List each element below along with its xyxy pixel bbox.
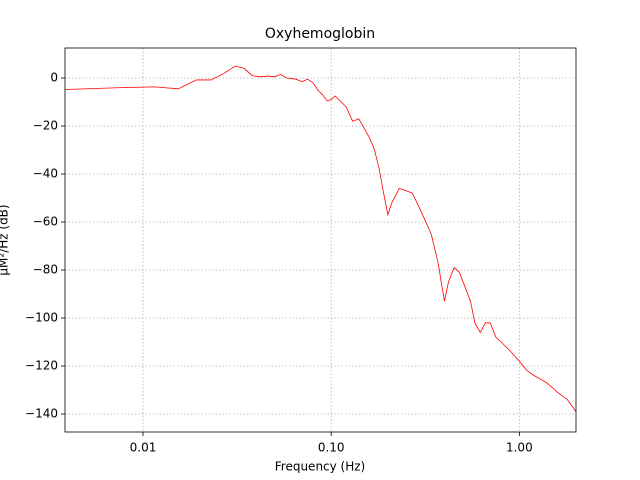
y-tick-label: 0 — [50, 71, 58, 85]
x-axis-label: Frequency (Hz) — [275, 460, 366, 474]
x-tick-label: 0.01 — [130, 441, 157, 455]
y-tick-label: −100 — [25, 311, 58, 325]
y-tick-label: −140 — [25, 407, 58, 421]
y-tick-label: −40 — [33, 167, 58, 181]
data-line — [64, 65, 577, 412]
y-tick-label: −80 — [33, 263, 58, 277]
y-tick-label: −60 — [33, 215, 58, 229]
plot-frame — [64, 47, 577, 433]
y-axis-label: μM²/Hz (dB) — [0, 204, 11, 275]
x-tick-label: 1.00 — [506, 441, 533, 455]
x-tick-label: 0.10 — [318, 441, 345, 455]
y-tick-label: −20 — [33, 119, 58, 133]
y-tick-label: −120 — [25, 359, 58, 373]
chart-title: Oxyhemoglobin — [265, 26, 375, 42]
